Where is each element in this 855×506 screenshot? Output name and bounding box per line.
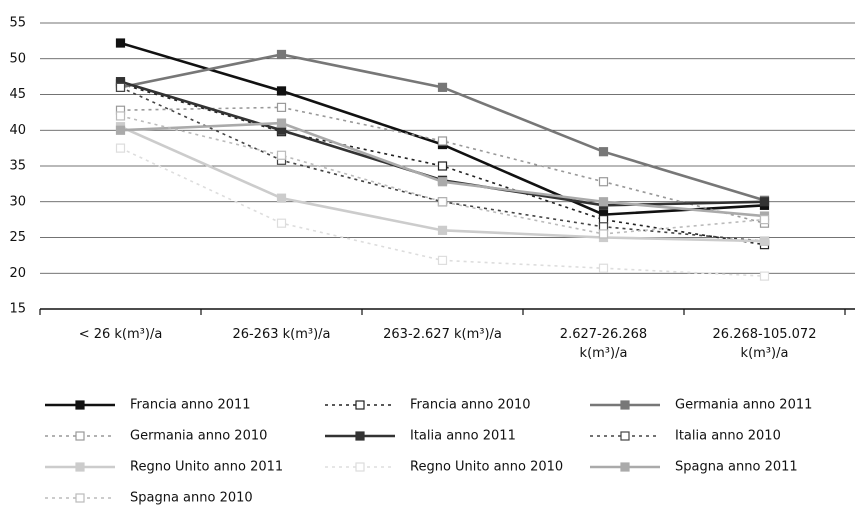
x-tick-label-line: 2.627-26.268 <box>560 327 647 342</box>
point <box>759 271 770 281</box>
legend-label: Germania anno 2011 <box>675 398 812 413</box>
point <box>598 147 609 157</box>
point <box>115 143 126 153</box>
x-tick-label: 2.627-26.268 k(m³)/a <box>560 327 647 361</box>
point <box>437 197 448 207</box>
point <box>437 136 448 146</box>
point <box>598 263 609 273</box>
legend-label: Italia anno 2011 <box>410 429 516 444</box>
point <box>759 236 770 246</box>
line <box>120 115 765 235</box>
y-tick-label: 40 <box>9 123 26 138</box>
legend-label: Regno Unito anno 2011 <box>130 460 283 475</box>
point <box>276 49 287 60</box>
x-tick-label: 263-2.627 k(m³)/a <box>383 327 502 342</box>
legend-marker <box>620 462 630 472</box>
x-tick-label-line: 26.268-105.072 <box>713 327 817 342</box>
y-tick-label: 55 <box>9 16 26 31</box>
point <box>115 38 126 48</box>
point <box>759 197 770 207</box>
legend-label: Italia anno 2010 <box>675 429 781 444</box>
y-tick-label: 45 <box>9 87 26 102</box>
series <box>115 38 770 220</box>
y-tick-label: 20 <box>9 266 26 281</box>
x-tick-label-line: 263-2.627 k(m³)/a <box>383 327 502 342</box>
x-tick-label-line: < 26 k(m³)/a <box>79 327 163 342</box>
y-tick-label: 15 <box>9 302 26 317</box>
line <box>120 106 765 224</box>
y-tick-label: 25 <box>9 230 26 245</box>
legend-label: Francia anno 2010 <box>410 398 531 413</box>
x-tick-label-line: k(m³)/a <box>741 346 789 361</box>
point <box>437 82 448 92</box>
series <box>115 118 770 221</box>
y-tick-label: 50 <box>9 51 26 66</box>
series <box>115 79 770 250</box>
x-tick-label: 26-263 k(m³)/a <box>232 327 330 342</box>
legend-marker <box>75 462 85 472</box>
legend-marker <box>355 431 365 441</box>
legend-label: Germania anno 2010 <box>130 429 267 444</box>
legend-marker <box>620 431 630 441</box>
point <box>276 102 287 112</box>
point <box>598 177 609 187</box>
point <box>437 225 448 235</box>
point <box>276 150 287 160</box>
legend-label: Regno Unito anno 2010 <box>410 460 563 475</box>
point <box>276 118 287 128</box>
point <box>115 111 126 121</box>
x-tick-label: < 26 k(m³)/a <box>79 327 163 342</box>
x-tick-label-line: 26-263 k(m³)/a <box>232 327 330 342</box>
series <box>115 111 770 239</box>
legend-marker <box>75 400 85 410</box>
point <box>115 82 126 92</box>
x-tick-label: 26.268-105.072 k(m³)/a <box>713 327 817 361</box>
point <box>276 86 287 96</box>
point <box>276 193 287 203</box>
point <box>115 125 126 135</box>
point <box>759 215 770 225</box>
point <box>437 255 448 265</box>
legend-label: Spagna anno 2010 <box>130 491 253 506</box>
legend-label: Spagna anno 2011 <box>675 460 798 475</box>
point <box>598 229 609 239</box>
point <box>598 197 609 207</box>
legend-marker <box>355 462 365 472</box>
point <box>276 218 287 228</box>
y-tick-label: 30 <box>9 194 26 209</box>
legend-marker <box>355 400 365 410</box>
y-tick-label: 35 <box>9 159 26 174</box>
x-tick-label-line: k(m³)/a <box>580 346 628 361</box>
legend-marker <box>75 431 85 441</box>
legend-label: Francia anno 2011 <box>130 398 251 413</box>
point <box>437 177 448 187</box>
point <box>437 161 448 171</box>
series <box>115 143 770 281</box>
legend-marker <box>75 493 85 503</box>
legend-marker <box>620 400 630 410</box>
